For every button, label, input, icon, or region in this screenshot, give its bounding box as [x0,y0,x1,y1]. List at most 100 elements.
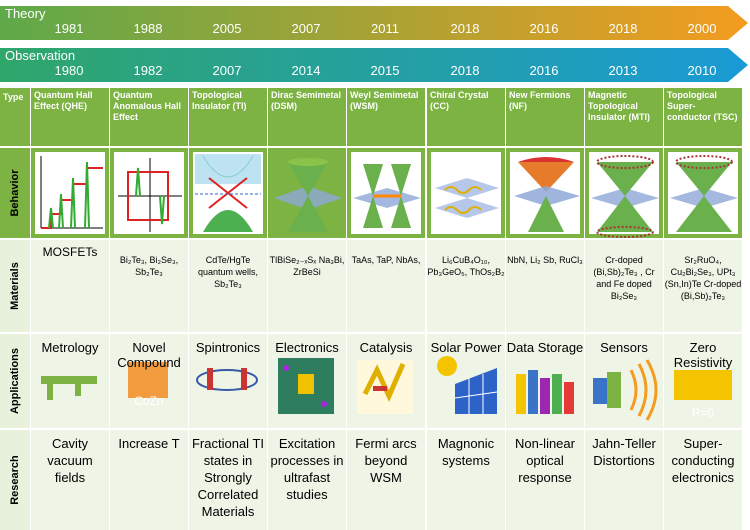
application-label: Sensors [600,340,648,355]
observation-year: 2016 [529,63,559,78]
row-label-materials: Materials [0,240,30,332]
mti-cone-icon [589,152,659,238]
observation-year: 2015 [370,63,400,78]
type-header: Weyl Semimetal (WSM) [347,88,425,146]
materials-cell: Bi₂Te₃, Bi₂Se₃, Sb₂Te₃ [110,240,188,332]
observation-arrow: Observation 1980 1982 2007 2014 2015 2018 2016… [0,46,750,84]
research-cell: Fermi arcs beyond WSM [347,430,425,530]
behavior-cell [506,148,584,238]
theory-year: 2011 [371,21,399,36]
materials-cell: MOSFETs [31,240,109,332]
books-storage-icon [516,370,574,414]
theory-year: 2018 [608,21,638,36]
materials-cell: CdTe/HgTe quantum wells, Sb₂Te₃ [189,240,267,332]
row-label-behavior: Behavior [0,148,30,238]
observation-year: 2013 [608,63,638,78]
observation-year: 2014 [291,63,321,78]
materials-cell: TlBiSe₂₋ₓSₓ Na₃Bi, ZrBeSi [268,240,346,332]
application-cell: Catalysis [347,334,425,428]
application-label: Data Storage [506,340,584,355]
theory-year: 2005 [212,21,242,36]
application-badge: R=0 [691,406,715,420]
research-cell: Cavity vacuum fields [31,430,109,530]
materials-cell: NbN, Li₂ Sb, RuCl₃ [506,240,584,332]
ti-band-icon [193,152,263,234]
theory-year: 2016 [529,21,559,36]
application-cell: Metrology [31,334,109,428]
theory-year: 2000 [687,21,717,36]
theory-year: 2007 [291,21,321,36]
research-cell: Fractional TI states in Strongly Correla… [189,430,267,530]
application-cell: Electronics [268,334,346,428]
behavior-cell [347,148,425,238]
application-cell: Sensors [585,334,663,428]
dirac-cone-icon [274,158,342,232]
application-label: Zero Resistivity [673,340,733,370]
materials-cell: Sr₂RuO₄, Cu₂Bi₂Se₃, UPt₃ (Sn,In)Te Cr-do… [664,240,742,332]
research-cell: Excitation processes in ultrafast studie… [268,430,346,530]
application-cell: Solar Power [427,334,505,428]
zero-resistance-icon [674,370,732,400]
observation-year: 2007 [212,63,242,78]
materials-cell: TaAs, TaP, NbAs, [347,240,425,332]
observation-label: Observation [5,48,76,63]
observation-year: 2018 [450,63,480,78]
research-cell: Increase T [110,430,188,530]
behavior-cell [664,148,742,238]
observation-year: 1980 [54,63,84,78]
type-header: Topological Insulator (TI) [189,88,267,146]
row-label-type: Type [0,88,30,146]
application-label: Catalysis [359,340,413,355]
observation-arrow-shape [0,48,748,82]
row-label-research: Research [0,430,30,530]
qahe-hysteresis-icon [114,152,184,234]
type-header: Chiral Crystal (CC) [427,88,505,146]
theory-year: 1988 [133,21,163,36]
theory-year: 2018 [450,21,480,36]
type-header: Magnetic Topological Insulator (MTI) [585,88,663,146]
application-badge: CoZn [134,394,164,408]
theory-arrow: Theory 1981 1988 2005 2007 2011 2018 2016 2018 2… [0,4,750,42]
qhe-steps-icon [35,152,105,234]
behavior-cell [189,148,267,238]
observation-year: 1982 [133,63,163,78]
application-cell: Spintronics [189,334,267,428]
research-cell: Super-conducting electronics [664,430,742,530]
application-label: Solar Power [430,340,502,355]
materials-cell: Li₆CuB₄O₁₀, Pb₃GeO₅, ThOs₂B₂ [427,240,505,332]
theory-arrow-shape [0,6,748,40]
theory-year: 1981 [54,21,84,36]
research-cell: Non-linear optical response [506,430,584,530]
solar-panel-icon [437,356,498,414]
application-cell: Data Storage [506,334,584,428]
observation-year: 2010 [687,63,717,78]
caliper-icon [41,376,97,400]
research-cell: Magnonic systems [427,430,505,530]
new-fermion-icon [510,152,580,234]
behavior-cell [31,148,109,238]
type-header: New Fermions (NF) [506,88,584,146]
circuit-board-icon [278,358,334,414]
materials-cell: Cr-doped (Bi,Sb)₂Te₃ , Cr and Fe doped B… [585,240,663,332]
application-label: Electronics [275,340,339,355]
spintronics-ring-icon [196,368,258,391]
type-header: Dirac Semimetal (DSM) [268,88,346,146]
theory-label: Theory [5,6,46,21]
application-cell: Zero Resistivity R=0 [664,334,742,428]
sensor-waves-icon [593,359,658,421]
research-cell: Jahn-Teller Distortions [585,430,663,530]
weyl-cones-icon [351,152,421,234]
application-label: Novel Compound [117,340,181,370]
row-label-applications: Applications [0,334,30,428]
catalysis-icon [357,360,413,414]
application-label: Metrology [41,340,99,355]
behavior-cell [427,148,505,238]
type-header: Quantum Anomalous Hall Effect [110,88,188,146]
application-label: Spintronics [195,340,261,355]
chiral-crystal-icon [431,152,501,234]
behavior-cell [585,148,663,238]
type-header: Topological Super-conductor (TSC) [664,88,742,146]
compound-icon [128,362,168,398]
tsc-cone-icon [668,152,738,234]
behavior-cell [268,148,346,238]
